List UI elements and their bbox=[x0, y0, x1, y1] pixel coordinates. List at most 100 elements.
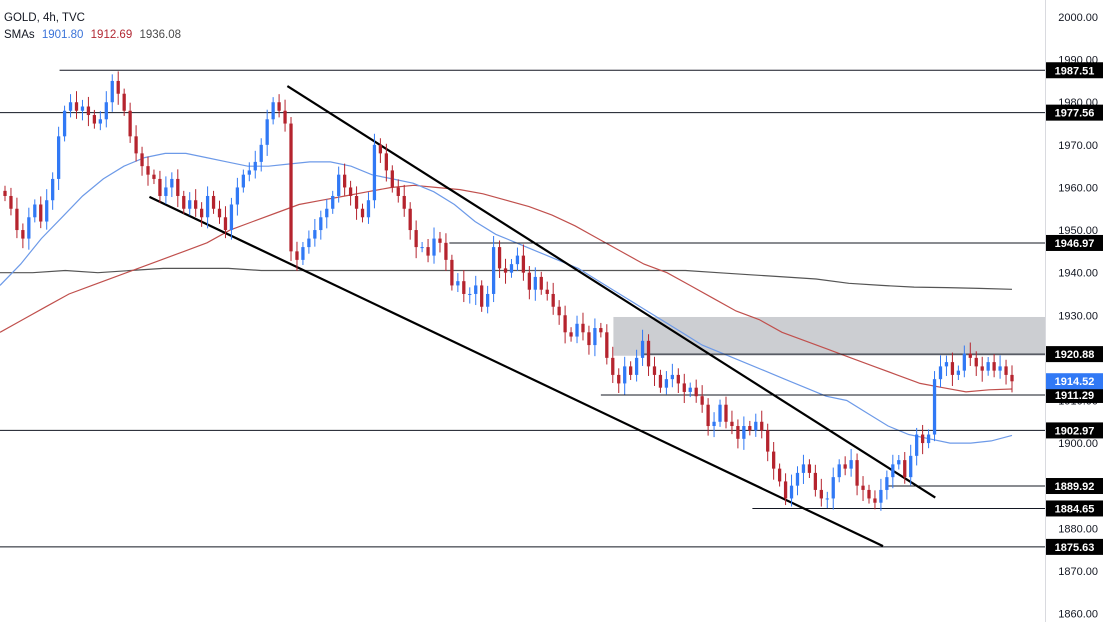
candlesticks bbox=[3, 71, 1014, 511]
candle-body bbox=[676, 374, 680, 384]
candle-body bbox=[515, 255, 520, 265]
candle-body bbox=[51, 178, 55, 201]
candle-body bbox=[432, 238, 436, 256]
candle-body bbox=[986, 362, 990, 371]
price-level-label-box bbox=[1046, 386, 1103, 403]
candle-body bbox=[801, 464, 806, 473]
candle-body bbox=[295, 251, 299, 260]
candle-body bbox=[575, 323, 579, 337]
candle-body bbox=[146, 166, 150, 175]
candle-body bbox=[509, 264, 514, 273]
candle-body bbox=[658, 374, 663, 388]
candle-body bbox=[533, 276, 537, 290]
candle-body bbox=[110, 80, 114, 103]
axis-tick-label: 1970.00 bbox=[1058, 140, 1098, 152]
price-level-label: 1987.51 bbox=[1055, 65, 1095, 77]
candle-body bbox=[503, 268, 508, 273]
price-level-label-box bbox=[1046, 104, 1103, 121]
trendline[interactable] bbox=[286, 85, 936, 499]
last-price-label-box bbox=[1046, 373, 1103, 390]
candle-body bbox=[915, 434, 919, 456]
candle-body bbox=[480, 285, 484, 307]
trendline[interactable] bbox=[148, 195, 884, 548]
axis-tick-label: 1930.00 bbox=[1058, 310, 1098, 322]
candle-body bbox=[754, 421, 758, 431]
candle-body bbox=[617, 374, 621, 384]
candle-body bbox=[718, 404, 722, 422]
candle-body bbox=[539, 276, 543, 290]
candle-body bbox=[182, 195, 186, 209]
candle-body bbox=[140, 153, 144, 167]
candle-body bbox=[420, 247, 424, 249]
candle-body bbox=[855, 460, 859, 486]
candle-body bbox=[116, 80, 120, 94]
price-level-label: 1889.92 bbox=[1055, 481, 1095, 493]
candle-body bbox=[396, 187, 400, 196]
candle-body bbox=[176, 178, 180, 196]
candle-body bbox=[950, 362, 955, 375]
candle-body bbox=[1004, 366, 1008, 375]
candle-body bbox=[289, 123, 293, 252]
price-level-label: 1884.65 bbox=[1055, 503, 1095, 515]
price-level-label: 1911.29 bbox=[1055, 390, 1094, 402]
price-level-label-box bbox=[1046, 346, 1103, 363]
candle-body bbox=[277, 102, 281, 111]
candle-body bbox=[736, 426, 740, 439]
candle-body bbox=[962, 353, 966, 371]
candle-body bbox=[438, 238, 442, 243]
candle-body bbox=[217, 208, 222, 218]
candle-body bbox=[80, 106, 85, 111]
candle-body bbox=[611, 357, 615, 375]
candle-body bbox=[372, 144, 377, 201]
candle-body bbox=[33, 204, 37, 218]
candle-body bbox=[462, 281, 466, 294]
candle-body bbox=[825, 498, 829, 500]
candle-body bbox=[885, 477, 889, 490]
candle-body bbox=[920, 434, 925, 444]
candle-body bbox=[807, 464, 812, 473]
candle-body bbox=[664, 379, 669, 388]
candle-body bbox=[634, 357, 639, 375]
candle-body bbox=[211, 195, 216, 209]
candle-body bbox=[152, 174, 156, 179]
candle-body bbox=[92, 115, 97, 124]
price-axis[interactable]: 2000.001990.001980.001970.001960.001950.… bbox=[1058, 12, 1098, 620]
candle-body bbox=[15, 208, 19, 231]
candle-body bbox=[366, 200, 371, 218]
trendlines[interactable] bbox=[148, 85, 936, 548]
sma-fast-line bbox=[0, 152, 1013, 444]
candle-body bbox=[360, 208, 365, 218]
candle-body bbox=[629, 366, 633, 375]
candle-body bbox=[194, 200, 198, 209]
candle-body bbox=[843, 464, 847, 469]
candle-body bbox=[456, 281, 460, 286]
candle-body bbox=[390, 170, 394, 188]
candle-body bbox=[861, 485, 865, 490]
horizontal-levels[interactable] bbox=[0, 69, 1045, 548]
legend-title-row: GOLD, 4h, TVC bbox=[4, 10, 185, 27]
candle-body bbox=[646, 340, 651, 367]
candle-body bbox=[783, 481, 788, 499]
candle-body bbox=[98, 119, 102, 124]
price-level-label: 1875.63 bbox=[1055, 542, 1095, 554]
candle-body bbox=[265, 119, 269, 145]
sma-label[interactable]: SMAs bbox=[4, 29, 35, 41]
candle-body bbox=[343, 174, 347, 188]
sma-value-slow: 1936.08 bbox=[139, 29, 182, 41]
price-level-label-box bbox=[1046, 234, 1103, 251]
candle-body bbox=[86, 106, 91, 116]
symbol-title[interactable]: GOLD, 4h, TVC bbox=[4, 12, 85, 24]
price-level-label: 1902.97 bbox=[1055, 425, 1095, 437]
candle-body bbox=[104, 102, 108, 120]
price-level-label: 1920.88 bbox=[1055, 349, 1095, 361]
candle-body bbox=[682, 383, 686, 392]
candle-body bbox=[605, 332, 609, 358]
candle-body bbox=[712, 421, 716, 427]
price-level-label: 1946.97 bbox=[1055, 238, 1095, 250]
candle-body bbox=[1010, 374, 1014, 382]
axis-tick-label: 1860.00 bbox=[1058, 608, 1098, 620]
candle-body bbox=[39, 204, 43, 222]
candle-body bbox=[974, 357, 978, 367]
candle-body bbox=[62, 110, 67, 137]
